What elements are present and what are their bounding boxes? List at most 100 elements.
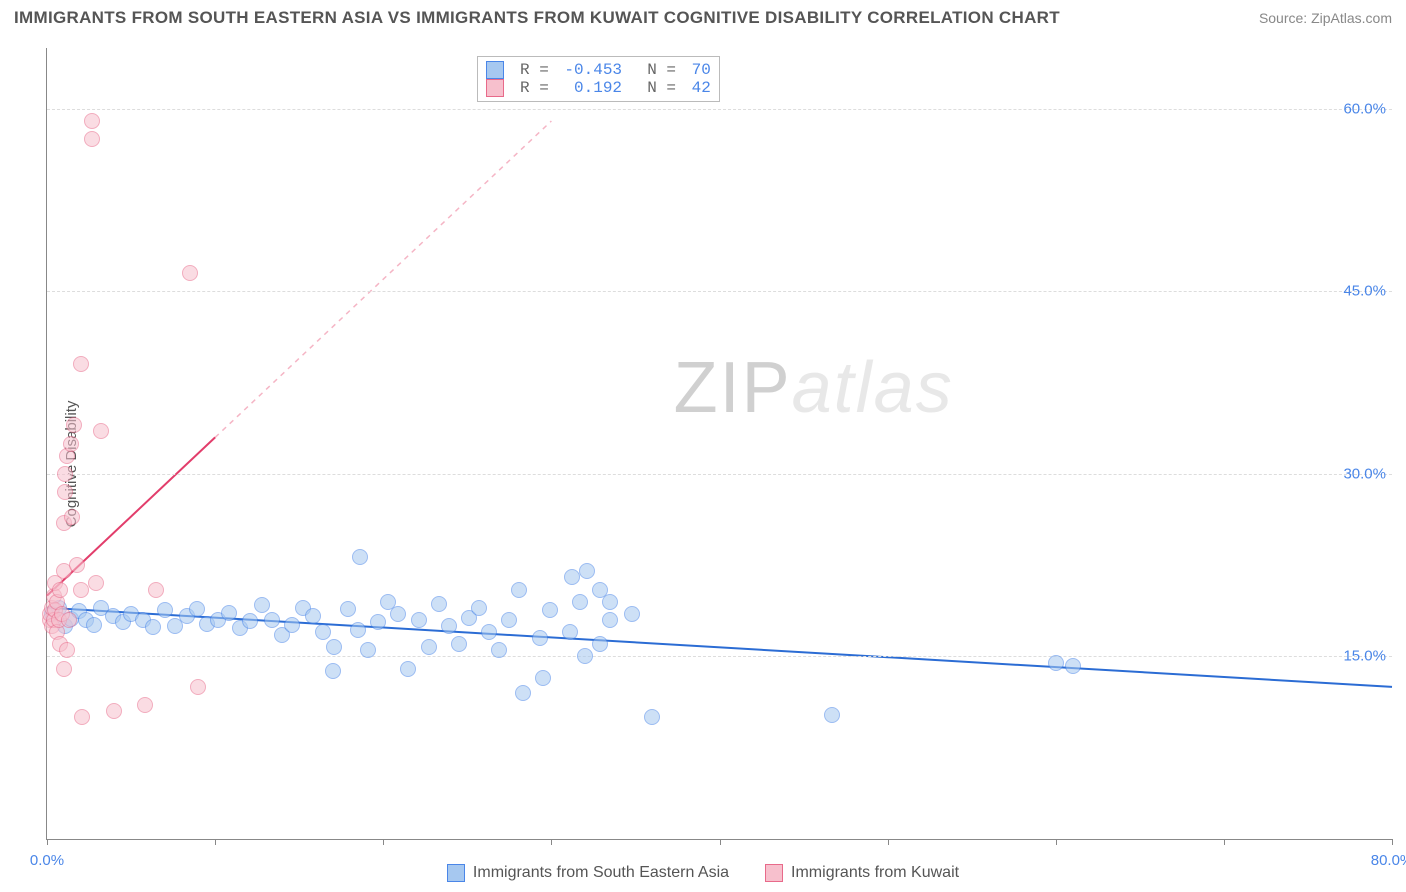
x-tick (888, 839, 889, 845)
plot-area: ZIPatlas R = -0.453 N = 70 R = 0.192 N =… (46, 48, 1392, 840)
x-tick (1224, 839, 1225, 845)
data-point-se_asia (535, 670, 551, 686)
data-point-se_asia (264, 612, 280, 628)
data-point-se_asia (624, 606, 640, 622)
data-point-kuwait (190, 679, 206, 695)
data-point-se_asia (441, 618, 457, 634)
stats-swatch (486, 79, 504, 97)
stats-swatch (486, 61, 504, 79)
y-tick-label: 30.0% (1343, 465, 1386, 482)
data-point-kuwait (57, 484, 73, 500)
data-point-kuwait (84, 113, 100, 129)
x-tick (1392, 839, 1393, 845)
stats-row-kuwait: R = 0.192 N = 42 (486, 79, 710, 97)
y-tick-label: 45.0% (1343, 283, 1386, 300)
data-point-kuwait (84, 131, 100, 147)
data-point-se_asia (360, 642, 376, 658)
chart-container: IMMIGRANTS FROM SOUTH EASTERN ASIA VS IM… (0, 0, 1406, 892)
stats-row-se_asia: R = -0.453 N = 70 (486, 61, 710, 79)
data-point-kuwait (182, 265, 198, 281)
data-point-kuwait (74, 709, 90, 725)
data-point-se_asia (254, 597, 270, 613)
data-point-se_asia (390, 606, 406, 622)
data-point-kuwait (73, 582, 89, 598)
chart-title: IMMIGRANTS FROM SOUTH EASTERN ASIA VS IM… (14, 8, 1060, 28)
data-point-kuwait (148, 582, 164, 598)
data-point-se_asia (189, 601, 205, 617)
legend-swatch-kuwait (765, 864, 783, 882)
data-point-se_asia (644, 709, 660, 725)
data-point-se_asia (326, 639, 342, 655)
data-point-kuwait (69, 557, 85, 573)
data-point-se_asia (511, 582, 527, 598)
legend-item-kuwait: Immigrants from Kuwait (765, 864, 959, 882)
x-tick (383, 839, 384, 845)
data-point-se_asia (579, 563, 595, 579)
data-point-se_asia (315, 624, 331, 640)
gridline (47, 291, 1392, 292)
data-point-se_asia (577, 648, 593, 664)
gridline (47, 656, 1392, 657)
data-point-se_asia (400, 661, 416, 677)
stats-legend-box: R = -0.453 N = 70 R = 0.192 N = 42 (477, 56, 719, 102)
watermark: ZIPatlas (674, 347, 954, 429)
data-point-se_asia (542, 602, 558, 618)
data-point-kuwait (88, 575, 104, 591)
data-point-kuwait (93, 423, 109, 439)
x-tick (215, 839, 216, 845)
x-tick (1056, 839, 1057, 845)
data-point-se_asia (564, 569, 580, 585)
data-point-se_asia (352, 549, 368, 565)
x-tick (720, 839, 721, 845)
data-point-se_asia (86, 617, 102, 633)
data-point-kuwait (56, 661, 72, 677)
data-point-kuwait (59, 642, 75, 658)
data-point-se_asia (411, 612, 427, 628)
data-point-kuwait (52, 582, 68, 598)
data-point-se_asia (284, 617, 300, 633)
data-point-se_asia (481, 624, 497, 640)
data-point-se_asia (421, 639, 437, 655)
data-point-kuwait (66, 417, 82, 433)
data-point-kuwait (64, 509, 80, 525)
data-point-se_asia (1048, 655, 1064, 671)
data-point-se_asia (501, 612, 517, 628)
gridline (47, 474, 1392, 475)
data-point-kuwait (57, 466, 73, 482)
bottom-legend: Immigrants from South Eastern Asia Immig… (0, 864, 1406, 882)
legend-label-se-asia: Immigrants from South Eastern Asia (473, 864, 729, 882)
data-point-kuwait (106, 703, 122, 719)
gridline (47, 109, 1392, 110)
data-point-se_asia (431, 596, 447, 612)
source-attribution: Source: ZipAtlas.com (1259, 10, 1392, 26)
y-tick-label: 60.0% (1343, 100, 1386, 117)
data-point-kuwait (73, 356, 89, 372)
legend-item-se-asia: Immigrants from South Eastern Asia (447, 864, 729, 882)
x-tick (551, 839, 552, 845)
data-point-se_asia (242, 613, 258, 629)
data-point-se_asia (157, 602, 173, 618)
data-point-se_asia (471, 600, 487, 616)
data-point-se_asia (451, 636, 467, 652)
watermark-zip: ZIP (674, 348, 792, 428)
data-point-kuwait (61, 612, 77, 628)
data-point-se_asia (602, 612, 618, 628)
data-point-se_asia (370, 614, 386, 630)
legend-swatch-se-asia (447, 864, 465, 882)
data-point-se_asia (515, 685, 531, 701)
data-point-kuwait (137, 697, 153, 713)
data-point-se_asia (325, 663, 341, 679)
plot-wrap: Cognitive Disability ZIPatlas R = -0.453… (0, 36, 1406, 892)
data-point-se_asia (1065, 658, 1081, 674)
data-point-se_asia (350, 622, 366, 638)
y-tick-label: 15.0% (1343, 648, 1386, 665)
title-bar: IMMIGRANTS FROM SOUTH EASTERN ASIA VS IM… (0, 0, 1406, 36)
data-point-se_asia (824, 707, 840, 723)
x-tick (47, 839, 48, 845)
data-point-kuwait (63, 436, 79, 452)
data-point-se_asia (491, 642, 507, 658)
watermark-atlas: atlas (792, 348, 954, 428)
data-point-se_asia (221, 605, 237, 621)
data-point-se_asia (572, 594, 588, 610)
data-point-se_asia (592, 636, 608, 652)
